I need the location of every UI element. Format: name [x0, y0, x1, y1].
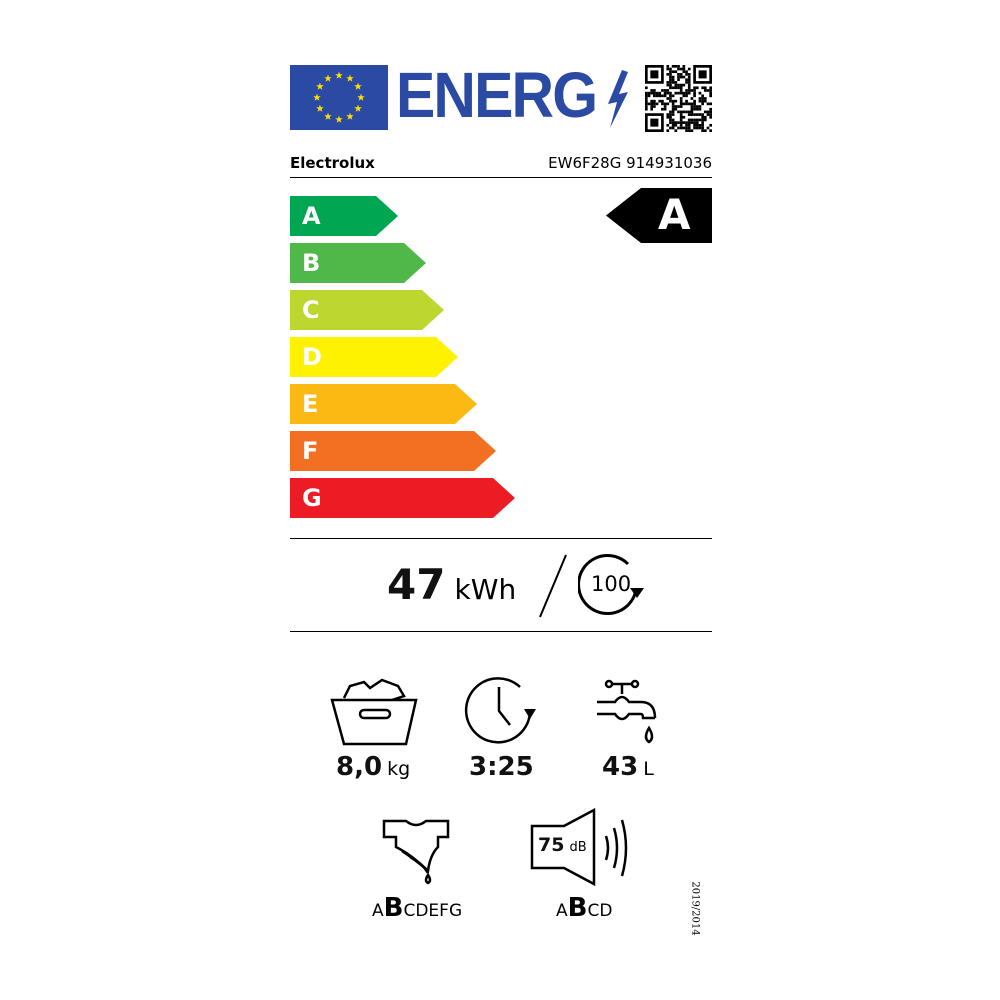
energy-class-letter: D — [302, 343, 322, 371]
supplier-name: Electrolux — [290, 154, 375, 172]
energy-unit: kWh — [454, 573, 517, 606]
energy-logo-text: ENERG — [396, 59, 598, 131]
cycles-value: 100 — [591, 572, 632, 596]
energy-consumption: 47 kWh — [387, 560, 516, 609]
eu-flag-icon — [290, 65, 388, 130]
energy-class-bar-c: C — [290, 290, 444, 330]
qr-code-icon[interactable] — [645, 65, 712, 132]
spin-drying-shirt-icon — [382, 819, 450, 885]
energy-class-letter: A — [658, 190, 691, 239]
noise-class-selected: B — [567, 893, 588, 923]
energy-class-bar-f: F — [290, 431, 496, 471]
energy-class-bar-e: E — [290, 384, 477, 424]
capacity: 8,0 kg — [336, 752, 410, 782]
divider — [290, 177, 712, 178]
energy-value: 47 — [387, 560, 446, 609]
energy-class-letter: C — [302, 296, 320, 324]
spin-class-selected: B — [383, 893, 404, 923]
divider — [290, 538, 712, 539]
noise-value: 75 — [538, 834, 565, 856]
noise-class-scale: ABCD — [556, 893, 613, 923]
energy-class-letter: G — [302, 484, 322, 512]
regulation-number: 2019/2014 — [689, 881, 701, 936]
energy-class-letter: F — [302, 437, 319, 465]
noise-unit: dB — [569, 840, 587, 855]
capacity-value: 8,0 — [336, 752, 383, 782]
energy-class-bar-d: D — [290, 337, 458, 377]
water-tap-icon — [597, 679, 657, 744]
cycles-icon — [578, 554, 644, 616]
energy-class-letter: E — [302, 390, 319, 418]
slash-divider — [539, 554, 567, 618]
water-unit: L — [643, 758, 654, 780]
water-value: 43 — [602, 752, 639, 782]
noise-level: 75 dB — [538, 834, 587, 856]
noise-speaker-icon — [530, 808, 628, 887]
lightning-icon — [608, 70, 628, 128]
energy-class-indicator: A — [606, 188, 712, 243]
duration-value: 3:25 — [469, 752, 534, 782]
water: 43 L — [602, 752, 654, 782]
spin-class-scale: ABCDEFG — [372, 893, 463, 923]
energy-class-bar-g: G — [290, 478, 515, 518]
capacity-unit: kg — [387, 758, 411, 780]
duration-clock-icon — [464, 677, 536, 744]
energy-class-letter: B — [302, 249, 321, 277]
energy-class-bar-b: B — [290, 243, 426, 283]
divider — [290, 631, 712, 632]
energy-class-bar-a: A — [290, 196, 398, 236]
energy-class-letter: A — [302, 202, 321, 230]
model-identifier: EW6F28G 914931036 — [548, 154, 712, 172]
laundry-basket-icon — [330, 678, 418, 746]
